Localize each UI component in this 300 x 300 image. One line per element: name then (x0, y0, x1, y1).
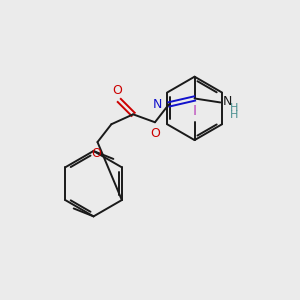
Text: H: H (230, 103, 238, 113)
Text: H: H (230, 110, 238, 120)
Text: N: N (222, 95, 232, 108)
Text: O: O (150, 127, 160, 140)
Text: O: O (112, 85, 122, 98)
Text: O: O (92, 147, 101, 160)
Text: N: N (152, 98, 162, 111)
Text: I: I (193, 104, 196, 118)
